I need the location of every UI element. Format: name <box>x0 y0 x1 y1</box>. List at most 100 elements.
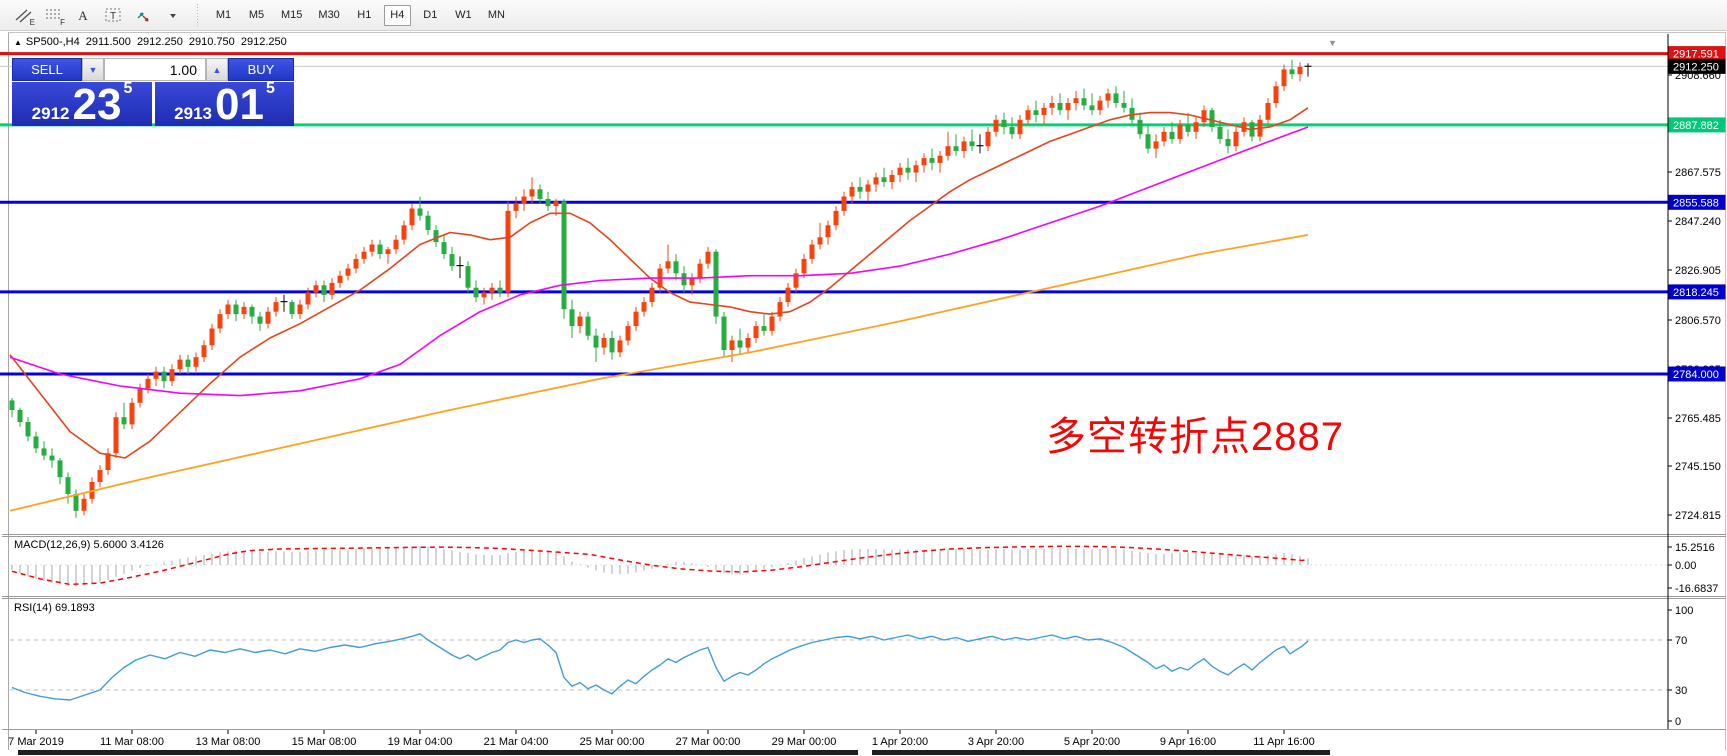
toolbar: E F A T M1 M5 M15 M30 H1 H4 D1 W1 MN <box>0 0 1727 31</box>
timeframe-button-h1[interactable]: H1 <box>351 5 378 26</box>
timeframe-button-d1[interactable]: D1 <box>417 5 444 26</box>
candle-body <box>929 158 935 163</box>
symbol-expand-icon[interactable]: ▲ <box>14 38 22 47</box>
arrow-tools-icon[interactable] <box>130 3 156 27</box>
timeframe-button-w1[interactable]: W1 <box>450 5 477 26</box>
svg-text:T: T <box>110 11 116 22</box>
price-tick-label: 2867.575 <box>1675 167 1721 179</box>
chart-header: ▲ SP500-,H4 2911.500 2912.250 2910.750 29… <box>14 36 290 48</box>
price-badge-label: 2855.588 <box>1673 197 1719 209</box>
candle-body <box>569 309 575 327</box>
time-label: 9 Apr 16:00 <box>1160 736 1216 748</box>
time-label: 21 Mar 04:00 <box>484 736 549 748</box>
fibonacci-retracement-icon[interactable]: F <box>46 9 65 27</box>
time-label: 27 Mar 00:00 <box>676 736 741 748</box>
candle-body <box>673 261 679 274</box>
candle-body <box>1209 110 1215 127</box>
buy-price-prefix: 2913 <box>174 104 212 123</box>
price-tick-label: 2806.570 <box>1675 315 1721 327</box>
window-left-border <box>8 32 9 750</box>
candle-body <box>57 460 63 478</box>
ma-fast-red <box>9 107 1309 459</box>
price-badge <box>1668 46 1726 62</box>
candle-body <box>1201 110 1207 123</box>
timeframe-button-m5[interactable]: M5 <box>243 5 270 26</box>
candle-body <box>625 326 631 341</box>
price-tick-label: 2745.150 <box>1675 461 1721 473</box>
candle-body <box>1025 110 1031 120</box>
candle-body <box>1289 69 1295 75</box>
rsi-tick-label: 30 <box>1675 685 1687 697</box>
candle-body <box>537 189 543 199</box>
buy-price-big: 01 <box>214 80 264 129</box>
text-box-icon[interactable]: T <box>100 3 126 27</box>
candle-body <box>321 285 327 295</box>
price-tick-label: 2765.485 <box>1675 413 1721 425</box>
candle-body <box>953 146 959 151</box>
buy-price-display[interactable]: 2913 01 5 <box>155 80 294 129</box>
time-label: 19 Mar 04:00 <box>388 736 453 748</box>
candle-body <box>137 388 143 403</box>
candle-body <box>497 287 503 293</box>
ma-mid-magenta <box>9 126 1309 397</box>
candle-body <box>169 369 175 382</box>
candle-body <box>345 268 351 276</box>
candle-body <box>761 326 767 331</box>
left-margin-red-sliver <box>0 52 8 56</box>
bottom-window-edge <box>18 750 858 755</box>
rsi-tick-label: 0 <box>1675 716 1681 728</box>
timeframe-button-mn[interactable]: MN <box>483 5 510 26</box>
candle-body <box>769 316 775 331</box>
candle-body <box>1113 93 1119 103</box>
arrow-tools-dropdown-icon[interactable] <box>160 3 186 27</box>
timeframe-button-h4[interactable]: H4 <box>383 4 411 26</box>
candle-body <box>153 371 159 379</box>
price-tick-label: 2847.240 <box>1675 216 1721 228</box>
rsi-tick-label: 100 <box>1675 605 1693 617</box>
sell-price-big: 23 <box>72 80 122 129</box>
sell-button[interactable]: SELL <box>12 58 82 81</box>
text-label-icon[interactable]: A <box>70 3 96 27</box>
candle-body <box>1081 98 1087 106</box>
candle-body <box>993 119 999 132</box>
timeframe-button-m1[interactable]: M1 <box>210 5 237 26</box>
timeframe-button-m15[interactable]: M15 <box>276 5 307 26</box>
candle-body <box>913 165 919 173</box>
candle-body <box>1105 93 1111 101</box>
candle-body <box>937 155 943 163</box>
candle-body <box>721 316 727 351</box>
volume-input[interactable]: 1.00 <box>104 58 206 81</box>
candle-body <box>161 371 167 382</box>
candle-body <box>785 287 791 303</box>
candle-body <box>105 453 111 470</box>
candle-body <box>1169 131 1175 139</box>
candle-body <box>1089 105 1095 111</box>
macd-signal-line <box>11 545 1309 586</box>
candle-body <box>49 455 55 461</box>
candle-body <box>849 186 855 197</box>
equidistant-channel-icon[interactable]: E <box>10 3 36 27</box>
candle-body <box>881 177 887 183</box>
candle-body <box>1273 86 1279 103</box>
sell-price-display[interactable]: 2912 23 5 <box>12 80 152 129</box>
candle-body <box>865 184 871 192</box>
time-label: 1 Apr 20:00 <box>872 736 928 748</box>
volume-decrease-button[interactable]: ▼ <box>82 58 104 81</box>
candle-body <box>529 189 535 197</box>
volume-increase-button[interactable]: ▲ <box>206 58 228 81</box>
chart-shift-marker-icon[interactable]: ▼ <box>1328 38 1337 48</box>
candle-body <box>369 244 375 252</box>
time-label: 3 Apr 20:00 <box>968 736 1024 748</box>
candle-body <box>265 311 271 324</box>
candle-body <box>1153 141 1159 149</box>
candle-body <box>945 146 951 156</box>
candle-body <box>177 359 183 370</box>
ohlc-close: 2912.250 <box>240 36 287 48</box>
candle-body <box>905 167 911 173</box>
buy-button[interactable]: BUY <box>228 58 294 81</box>
time-label: 11 Mar 08:00 <box>100 736 164 748</box>
candle-body <box>833 210 839 226</box>
timeframe-button-m30[interactable]: M30 <box>313 5 344 26</box>
candle-body <box>425 215 431 231</box>
